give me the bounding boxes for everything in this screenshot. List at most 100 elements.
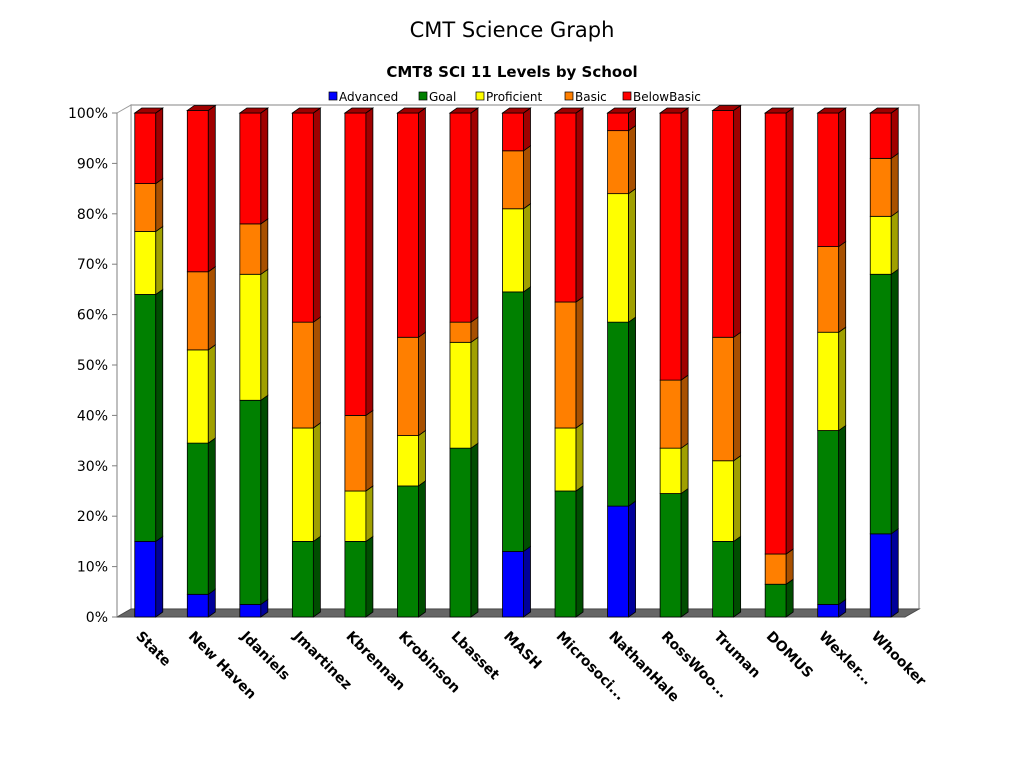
bar-goal-new-haven-side [207,437,216,596]
bar-goal-lbasset [449,447,472,618]
bar-goal-lbasset-side [470,442,479,618]
bar-goal-domus [764,583,787,618]
slide-title: CMT Science Graph [409,18,615,42]
bar-advanced-mash-side [523,545,531,618]
bar-top-whooker [868,107,900,114]
bar-basic-jmartinez [291,321,314,429]
bar-proficient-nathanhale-side [628,187,636,323]
bar-belowbasic-domus-side [785,107,794,555]
bar-goal-kbrennan-side [365,535,374,618]
bar-goal-truman-side [733,535,742,618]
bar-basic-microsoci-side [575,296,584,429]
bar-basic-rosswoo [659,379,682,449]
bar-advanced-state-side [155,535,164,618]
bar-stack-domus [763,107,795,618]
bar-basic-microsoci [554,301,577,429]
x-tick-label: State [132,629,173,670]
legend-item-goal: Goal [418,90,456,104]
legend-swatch [564,91,574,101]
bar-proficient-lbasset-side [470,336,479,449]
bar-proficient-rosswoo-side [680,442,689,495]
bar-belowbasic-jmartinez [291,112,314,323]
bar-basic-whooker-side [890,152,899,218]
bar-proficient-wexler [817,331,840,431]
bar-basic-wexler [817,246,840,333]
bar-proficient-jdaniels [239,273,262,401]
x-tick-label: MASH [500,629,544,673]
bar-top-microsoci [553,107,585,114]
y-tick-label: 10% [77,560,108,576]
bar-goal-krobinson-side [418,480,426,618]
bar-basic-mash [502,150,524,210]
bar-advanced-whooker [869,533,892,618]
bar-top-jmartinez [291,107,322,114]
y-tick-label: 80% [77,207,108,223]
bar-goal-krobinson [397,485,419,618]
bar-stack-lbasset [448,107,480,618]
bar-proficient-rosswoo [659,447,682,494]
bar-basic-rosswoo-side [680,374,689,449]
bar-belowbasic-rosswoo [659,112,682,381]
bar-advanced-nathanhale [607,505,629,618]
bar-belowbasic-kbrennan [344,112,367,416]
bar-stack-state [133,107,165,618]
legend-label: Advanced [339,90,398,104]
bar-stack-truman [711,104,742,618]
y-axis: 0% 10% 20% 30% 40% 50% 60% 70% 80% 90% 100% [68,106,118,626]
bar-proficient-kbrennan [344,490,367,542]
bar-top-domus [763,107,795,114]
bar-goal-truman [712,541,735,618]
bar-top-new-haven [186,105,217,111]
y-tick-label: 100% [68,106,108,122]
bar-proficient-truman-side [733,454,742,543]
bar-proficient-microsoci [554,427,577,492]
side-wall [116,104,132,618]
bar-goal-new-haven [186,442,209,595]
bar-stack-kbrennan [343,107,375,618]
legend-item-basic: Basic [564,90,607,104]
bar-proficient-mash [502,208,524,293]
chart-title: CMT8 SCI 11 Levels by School [386,63,637,81]
y-tick-label: 70% [77,257,108,273]
bar-goal-kbrennan [344,541,367,618]
bar-goal-microsoci-side [575,485,584,618]
legend: Advanced Goal Proficient Basic BelowBasic [328,90,701,104]
bar-belowbasic-new-haven [186,110,209,273]
y-tick-label: 20% [77,509,108,525]
bar-goal-state [134,294,157,542]
y-tick-label: 60% [77,308,108,324]
bar-stack-jmartinez [291,107,322,618]
bar-proficient-krobinson [397,435,419,487]
y-tick-label: 40% [77,408,108,424]
bar-goal-domus-side [785,578,794,618]
bar-belowbasic-wexler [817,112,840,247]
bar-advanced-nathanhale-side [628,500,636,618]
bar-goal-wexler [817,430,840,605]
bar-belowbasic-domus [764,112,787,555]
bar-stack-whooker [868,107,900,618]
x-tick-label: DOMUS [763,629,816,682]
bar-top-nathanhale [606,107,637,114]
bar-belowbasic-kbrennan-side [365,107,374,417]
bar-basic-wexler-side [838,240,847,334]
bar-proficient-jmartinez [291,427,314,542]
bar-basic-kbrennan-side [365,409,374,492]
bar-basic-truman [712,336,735,462]
bar-basic-mash-side [523,145,531,210]
bar-basic-nathanhale-side [628,124,636,195]
bar-belowbasic-lbasset [449,112,472,323]
bar-goal-nathanhale-side [628,316,636,507]
bar-belowbasic-krobinson [397,112,419,338]
bar-basic-state [134,183,157,232]
bar-proficient-jmartinez-side [312,422,321,543]
bar-top-state [133,107,165,114]
bar-proficient-state-side [155,225,164,296]
bar-advanced-state [134,541,157,618]
x-axis: State New HavenJdanielsJmartinezKbrennanK… [132,628,928,706]
bar-top-rosswoo [658,107,690,114]
bar-basic-lbasset [449,321,472,343]
legend-swatch [418,91,428,101]
bar-stack-mash [501,107,532,618]
bar-stack-krobinson [396,107,427,618]
y-tick-label: 0% [86,610,108,626]
